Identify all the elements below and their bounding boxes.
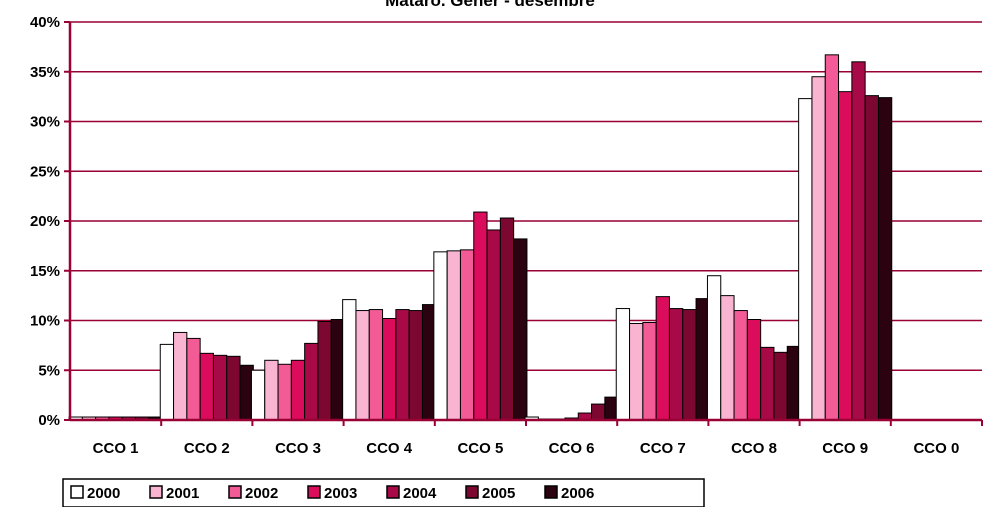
bar-2001-cco-8 (720, 295, 735, 421)
axes (64, 21, 983, 426)
bar-2002-cco-2 (186, 337, 201, 421)
bar-2002-cco-5 (459, 249, 475, 421)
y-tick-label: 0% (38, 412, 60, 429)
bar-2000-cco-4 (342, 299, 357, 421)
bar-2003-cco-5 (473, 211, 488, 421)
y-tick-label: 25% (30, 163, 60, 180)
bar-2005-cco-9 (864, 95, 879, 421)
bar-2006-cco-9 (877, 97, 893, 421)
bar-2005-cco-8 (773, 351, 788, 421)
y-tick-label: 15% (30, 263, 60, 280)
bar-2001-cco-5 (446, 250, 461, 421)
bar-2000-cco-8 (706, 275, 722, 421)
bar-2003-cco-7 (655, 296, 670, 421)
bar-2001-cco-3 (264, 359, 279, 421)
legend-swatch-2003 (307, 485, 321, 499)
bar-2003-cco-8 (746, 319, 762, 421)
x-tick-label: CCO 0 (913, 440, 959, 457)
bar-2005-cco-2 (226, 355, 241, 421)
x-tick-label: CCO 7 (640, 440, 686, 457)
bar-2001-cco-2 (173, 331, 188, 421)
x-tick-label: CCO 1 (93, 440, 139, 457)
x-tick-label: CCO 4 (366, 440, 413, 457)
legend-swatch-2000 (70, 485, 84, 499)
bar-2005-cco-4 (408, 310, 423, 421)
y-tick-label: 40% (30, 14, 60, 31)
legend-swatch-2002 (228, 485, 242, 499)
legend-label-2005: 2005 (482, 485, 515, 502)
legend-label-2004: 2004 (403, 485, 437, 502)
chart-title: Mataró. Gener - desembre (385, 0, 595, 10)
legend-swatch-2004 (386, 485, 400, 499)
x-tick-label: CCO 8 (731, 440, 777, 457)
bar-2003-cco-9 (838, 91, 853, 421)
bar-2004-cco-8 (760, 346, 775, 421)
bar-2005-cco-3 (317, 320, 332, 421)
y-tick-labels: 0% 5% 10% 15% 20% 25% 30% 35% 40% (30, 14, 60, 429)
bar-2005-cco-5 (499, 217, 515, 421)
y-tick-label: 10% (30, 313, 60, 330)
legend-label-2006: 2006 (561, 485, 594, 502)
bar-2005-cco-6 (591, 403, 606, 421)
y-tick-label: 20% (30, 213, 60, 230)
bar-2000-cco-7 (615, 308, 631, 421)
legend-swatch-2005 (465, 485, 479, 499)
bar-2001-cco-4 (355, 310, 370, 421)
legend-box (62, 478, 705, 507)
bar-2001-cco-9 (811, 76, 826, 421)
x-tick-label: CCO 2 (184, 440, 230, 457)
legend-label-2001: 2001 (166, 485, 199, 502)
legend-label-2003: 2003 (324, 485, 357, 502)
bar-2001-cco-7 (629, 322, 644, 421)
bar-2000-cco-5 (433, 251, 448, 421)
legend-swatch-2001 (149, 485, 163, 499)
bar-2005-cco-7 (682, 309, 697, 421)
bar-2002-cco-8 (733, 310, 748, 421)
bar-2004-cco-3 (304, 342, 319, 421)
y-tick-label: 35% (30, 64, 60, 81)
bar-2003-cco-4 (382, 318, 397, 421)
bar-2004-cco-4 (395, 309, 410, 421)
bar-2000-cco-2 (159, 343, 175, 421)
x-tick-label: CCO 5 (457, 440, 503, 457)
legend: 2000 2001 2002 2003 2004 2005 2006 (62, 478, 705, 507)
bar-2002-cco-9 (824, 54, 840, 421)
x-tick-label: CCO 6 (549, 440, 595, 457)
x-tick-label: CCO 3 (275, 440, 321, 457)
bar-2004-cco-2 (212, 354, 228, 421)
bar-2004-cco-9 (851, 61, 866, 421)
y-tick-label: 5% (38, 362, 60, 379)
legend-swatch-2006 (544, 485, 558, 499)
legend-label-2000: 2000 (87, 485, 120, 502)
bars (68, 54, 893, 421)
bar-2002-cco-3 (277, 363, 292, 421)
y-tick-label: 30% (30, 114, 60, 131)
bar-2000-cco-3 (250, 369, 266, 421)
bar-2003-cco-3 (290, 359, 306, 421)
bar-2002-cco-4 (368, 309, 384, 421)
bar-2004-cco-5 (486, 229, 501, 421)
bar-2003-cco-2 (199, 352, 214, 421)
x-tick-labels: CCO 1 CCO 2 CCO 3 CCO 4 CCO 5 CCO 6 CCO 7 CCO 8… (93, 440, 960, 457)
bar-2006-cco-5 (513, 238, 528, 421)
legend-label-2002: 2002 (245, 485, 278, 502)
bar-2004-cco-7 (668, 308, 684, 421)
x-tick-label: CCO 9 (822, 440, 868, 457)
bar-2002-cco-7 (642, 321, 657, 421)
bar-2000-cco-9 (798, 98, 813, 421)
